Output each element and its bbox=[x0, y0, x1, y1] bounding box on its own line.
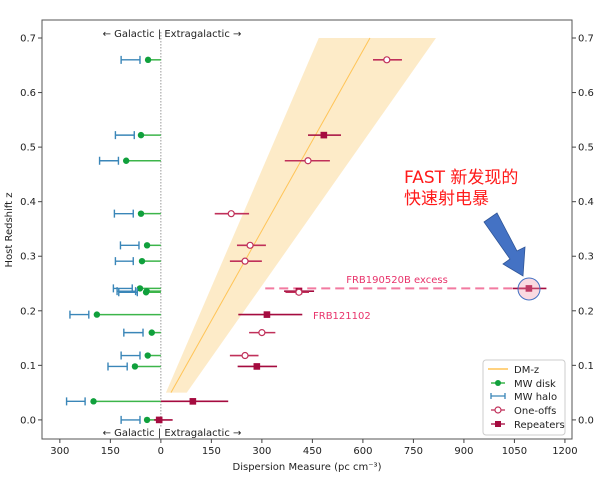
mw-disk-point bbox=[138, 257, 146, 265]
mw-halo-errorbar bbox=[107, 362, 128, 371]
plot-frame bbox=[41, 19, 573, 440]
mw-halo-errorbar bbox=[120, 351, 141, 360]
oneoff-point bbox=[241, 351, 249, 360]
highlight-circle bbox=[517, 277, 541, 301]
mw-disk-point bbox=[93, 311, 101, 318]
y-tick-label-right: 0.2 bbox=[578, 306, 594, 317]
mw-halo-errorbar bbox=[65, 397, 86, 406]
mw-halo-errorbar bbox=[69, 310, 90, 319]
mw-disk-point bbox=[143, 416, 151, 424]
mw-halo-errorbar bbox=[116, 287, 137, 296]
mw-disk-point bbox=[143, 242, 151, 249]
legend-oneoff-marker bbox=[494, 406, 502, 414]
y-tick-label-left: 0.7 bbox=[20, 34, 36, 45]
mw-halo-errorbar bbox=[114, 131, 135, 140]
repeater-point bbox=[253, 363, 261, 370]
legend: DM-z MW disk MW halo One-offs Repeaters bbox=[482, 359, 566, 436]
oneoff-point bbox=[241, 257, 249, 265]
mw-disk-point bbox=[137, 210, 145, 217]
repeater-point bbox=[189, 398, 197, 405]
frb121102-label: FRB121102 bbox=[313, 311, 371, 322]
y-tick-label-left: 0.4 bbox=[20, 197, 36, 208]
oneoff-point bbox=[246, 241, 254, 249]
mw-halo-errorbar bbox=[98, 156, 120, 165]
mw-disk-point bbox=[136, 285, 144, 292]
dmz-line bbox=[170, 37, 371, 393]
x-tick-label: 750 bbox=[404, 446, 423, 457]
x-tick-label: 150 bbox=[101, 446, 120, 457]
legend-box bbox=[482, 359, 566, 436]
callout-line1: FAST 新发现的 bbox=[404, 168, 518, 188]
y-tick-label-right: 0.5 bbox=[578, 143, 594, 154]
y-tick-label-right: 0.1 bbox=[578, 361, 594, 372]
excess-label: FRB190520B excess bbox=[346, 275, 448, 286]
oneoff-point bbox=[295, 288, 303, 296]
mw-halo-errorbar bbox=[123, 328, 144, 337]
x-tick-label: 900 bbox=[454, 446, 473, 457]
legend-halo-label: MW halo bbox=[514, 392, 557, 403]
mw-disk-point bbox=[144, 56, 152, 64]
y-tick-label-right: 0.6 bbox=[578, 88, 594, 99]
mw-halo-errorbar bbox=[114, 257, 134, 266]
repeater-point bbox=[525, 285, 533, 292]
y-tick-label-left: 0.3 bbox=[20, 252, 36, 263]
mw-disk-point bbox=[144, 352, 151, 359]
mw-halo-errorbar bbox=[120, 415, 141, 424]
legend-dmz-label: DM-z bbox=[514, 365, 539, 376]
mw-disk-point bbox=[142, 289, 150, 296]
mw-disk-point bbox=[90, 398, 97, 405]
y-tick-label-right: 0.4 bbox=[578, 197, 594, 208]
oneoff-point bbox=[383, 56, 391, 64]
callout-line2: 快速射电暴 bbox=[404, 189, 489, 209]
x-tick-label: 300 bbox=[50, 446, 69, 457]
x-tick-label: 150 bbox=[202, 446, 221, 457]
repeater-point bbox=[155, 416, 163, 424]
y-tick-label-right: 0.3 bbox=[578, 252, 594, 263]
x-tick-label: 600 bbox=[353, 446, 372, 457]
y-axis-label: Host Redshift z bbox=[4, 193, 15, 268]
y-tick-label-left: 0.6 bbox=[20, 88, 36, 99]
mw-disk-point bbox=[122, 157, 130, 164]
y-tick-label-left: 0.1 bbox=[20, 361, 36, 372]
dmz-uncertainty-band bbox=[165, 38, 436, 393]
y-tick-label-right: 0.7 bbox=[578, 34, 594, 45]
oneoff-point bbox=[258, 329, 266, 337]
mw-halo-errorbar bbox=[119, 241, 140, 250]
x-axis-label: Dispersion Measure (pc cm⁻³) bbox=[233, 462, 382, 473]
x-tick-label: 0 bbox=[158, 446, 164, 457]
oneoff-point bbox=[227, 210, 235, 218]
x-tick-label: 1050 bbox=[502, 446, 527, 457]
mw-halo-errorbar bbox=[113, 209, 134, 218]
legend-repeater-marker bbox=[495, 421, 501, 427]
x-tick-label: 300 bbox=[252, 446, 271, 457]
mw-halo-errorbar bbox=[120, 55, 141, 64]
legend-halo-marker bbox=[490, 393, 506, 399]
mw-halo-errorbar bbox=[118, 288, 138, 297]
y-tick-label-left: 0.2 bbox=[20, 306, 36, 317]
y-tick-label-right: 0.0 bbox=[578, 415, 594, 426]
y-tick-label-left: 0.5 bbox=[20, 143, 36, 154]
mw-disk-point bbox=[137, 131, 145, 139]
repeater-point bbox=[320, 131, 328, 139]
region-label-top: ← Galactic | Extragalactic → bbox=[103, 29, 242, 40]
oneoff-point bbox=[304, 157, 312, 165]
x-tick-label: 450 bbox=[303, 446, 322, 457]
y-tick-label-left: 0.0 bbox=[20, 415, 36, 426]
x-tick-label: 1200 bbox=[552, 446, 577, 457]
region-label-bottom: ← Galactic | Extragalactic → bbox=[103, 428, 242, 439]
legend-oneoff-label: One-offs bbox=[514, 406, 556, 417]
callout-arrow bbox=[483, 212, 526, 277]
legend-disk-marker bbox=[495, 380, 501, 386]
legend-disk-label: MW disk bbox=[514, 379, 556, 390]
mw-disk-point bbox=[131, 363, 139, 370]
mw-disk-point bbox=[148, 329, 155, 336]
legend-repeater-label: Repeaters bbox=[514, 420, 565, 431]
repeater-point bbox=[263, 311, 271, 318]
